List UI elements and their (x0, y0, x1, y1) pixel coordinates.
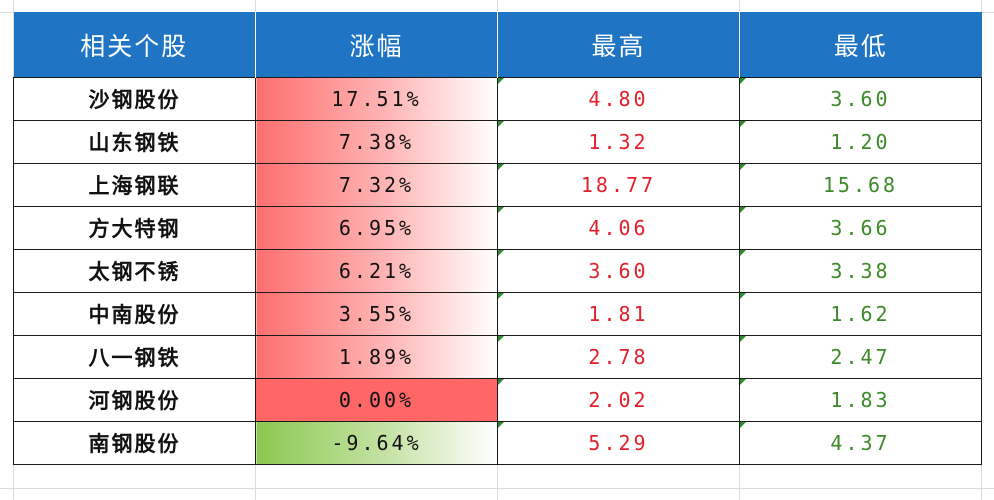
stock-name-cell[interactable]: 八一钢铁 (13, 335, 256, 379)
low-cell[interactable]: 3.38 (739, 249, 982, 293)
change-cell[interactable]: 7.32% (255, 163, 498, 207)
table-row: 河钢股份 0.00% 2.02 1.83 (13, 378, 982, 422)
table-row: 中南股份 3.55% 1.81 1.62 (13, 292, 982, 336)
high-cell[interactable]: 2.78 (497, 335, 740, 379)
low-cell[interactable]: 1.83 (739, 378, 982, 422)
high-cell[interactable]: 18.77 (497, 163, 740, 207)
stock-table: 相关个股 涨幅 最高 最低 沙钢股份 17.51% 4.80 3.60 山东钢铁… (13, 12, 982, 493)
stock-name-cell[interactable]: 中南股份 (13, 292, 256, 336)
empty-cell[interactable] (13, 464, 256, 493)
low-cell[interactable]: 2.47 (739, 335, 982, 379)
table-row: 沙钢股份 17.51% 4.80 3.60 (13, 77, 982, 121)
stock-name-cell[interactable]: 方大特钢 (13, 206, 256, 250)
table-row: 山东钢铁 7.38% 1.32 1.20 (13, 120, 982, 164)
change-cell[interactable]: -9.64% (255, 421, 498, 465)
header-change[interactable]: 涨幅 (255, 12, 498, 78)
change-cell[interactable]: 0.00% (255, 378, 498, 422)
table-row: 太钢不锈 6.21% 3.60 3.38 (13, 249, 982, 293)
stock-name-cell[interactable]: 南钢股份 (13, 421, 256, 465)
empty-cell[interactable] (255, 464, 498, 493)
table-header-row: 相关个股 涨幅 最高 最低 (13, 12, 982, 78)
header-high[interactable]: 最高 (497, 12, 740, 78)
stock-name-cell[interactable]: 沙钢股份 (13, 77, 256, 121)
change-cell[interactable]: 6.95% (255, 206, 498, 250)
high-cell[interactable]: 5.29 (497, 421, 740, 465)
high-cell[interactable]: 4.80 (497, 77, 740, 121)
empty-row (13, 464, 982, 493)
low-cell[interactable]: 1.20 (739, 120, 982, 164)
table-row: 八一钢铁 1.89% 2.78 2.47 (13, 335, 982, 379)
table-row: 方大特钢 6.95% 4.06 3.66 (13, 206, 982, 250)
stock-name-cell[interactable]: 山东钢铁 (13, 120, 256, 164)
high-cell[interactable]: 1.32 (497, 120, 740, 164)
low-cell[interactable]: 1.62 (739, 292, 982, 336)
change-cell[interactable]: 17.51% (255, 77, 498, 121)
table-row: 南钢股份 -9.64% 5.29 4.37 (13, 421, 982, 465)
header-low[interactable]: 最低 (739, 12, 982, 78)
table-row: 上海钢联 7.32% 18.77 15.68 (13, 163, 982, 207)
change-cell[interactable]: 3.55% (255, 292, 498, 336)
change-cell[interactable]: 7.38% (255, 120, 498, 164)
high-cell[interactable]: 4.06 (497, 206, 740, 250)
header-name[interactable]: 相关个股 (13, 12, 256, 78)
change-cell[interactable]: 1.89% (255, 335, 498, 379)
high-cell[interactable]: 2.02 (497, 378, 740, 422)
stock-name-cell[interactable]: 河钢股份 (13, 378, 256, 422)
empty-cell[interactable] (497, 464, 740, 493)
empty-cell[interactable] (739, 464, 982, 493)
low-cell[interactable]: 3.60 (739, 77, 982, 121)
stock-name-cell[interactable]: 上海钢联 (13, 163, 256, 207)
change-cell[interactable]: 6.21% (255, 249, 498, 293)
low-cell[interactable]: 3.66 (739, 206, 982, 250)
low-cell[interactable]: 15.68 (739, 163, 982, 207)
stock-name-cell[interactable]: 太钢不锈 (13, 249, 256, 293)
high-cell[interactable]: 3.60 (497, 249, 740, 293)
low-cell[interactable]: 4.37 (739, 421, 982, 465)
high-cell[interactable]: 1.81 (497, 292, 740, 336)
